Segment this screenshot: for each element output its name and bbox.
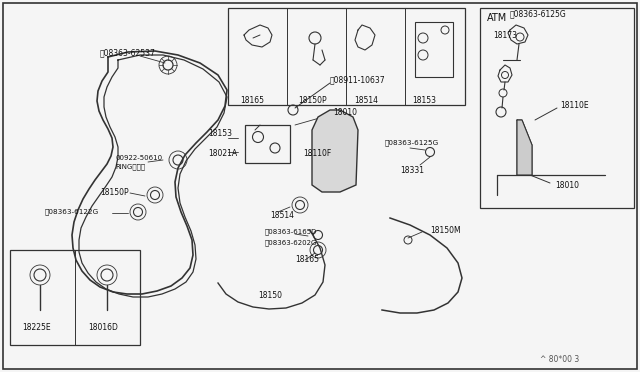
Text: 18110E: 18110E	[560, 100, 589, 109]
Polygon shape	[517, 120, 532, 175]
Text: 18150P: 18150P	[298, 96, 326, 105]
Text: Ⓢ08363-6125G: Ⓢ08363-6125G	[510, 10, 567, 19]
Text: 18173: 18173	[493, 31, 517, 39]
Bar	[228, 8, 465, 105]
Text: 18165: 18165	[295, 256, 319, 264]
Text: 18110F: 18110F	[303, 148, 332, 157]
Bar	[10, 250, 140, 345]
Text: Ⓢ08363-6202G: Ⓢ08363-6202G	[265, 240, 317, 246]
Text: 18010: 18010	[555, 180, 579, 189]
Bar	[415, 22, 453, 77]
Text: 18165: 18165	[240, 96, 264, 105]
Text: Ⓝ08911-10637: Ⓝ08911-10637	[330, 76, 386, 84]
Polygon shape	[312, 110, 358, 192]
Text: ATM: ATM	[487, 13, 508, 23]
Text: Ⓢ08363-6165D: Ⓢ08363-6165D	[265, 229, 317, 235]
Bar	[480, 8, 634, 208]
Text: 18153: 18153	[208, 128, 232, 138]
Bar	[245, 125, 290, 163]
Text: Ⓢ08363-62537: Ⓢ08363-62537	[100, 48, 156, 58]
Text: 18514: 18514	[354, 96, 378, 105]
Text: 18150P: 18150P	[100, 187, 129, 196]
Text: 18021A: 18021A	[208, 148, 237, 157]
Text: 18225E: 18225E	[22, 324, 51, 333]
Text: 18010: 18010	[333, 108, 357, 116]
Text: 18331: 18331	[400, 166, 424, 174]
Text: 18514: 18514	[270, 211, 294, 219]
Text: 18153: 18153	[412, 96, 436, 105]
Text: Ⓢ08363-6122G: Ⓢ08363-6122G	[45, 209, 99, 215]
Text: 18016D: 18016D	[88, 324, 118, 333]
Text: Ⓢ08363-6125G: Ⓢ08363-6125G	[385, 140, 439, 146]
Text: 18150: 18150	[258, 291, 282, 299]
Text: 00922-50610: 00922-50610	[115, 155, 162, 161]
Text: 18150M: 18150M	[430, 225, 461, 234]
Text: RINGリング: RINGリング	[115, 164, 145, 170]
Text: ^ 80*00 3: ^ 80*00 3	[540, 356, 579, 365]
